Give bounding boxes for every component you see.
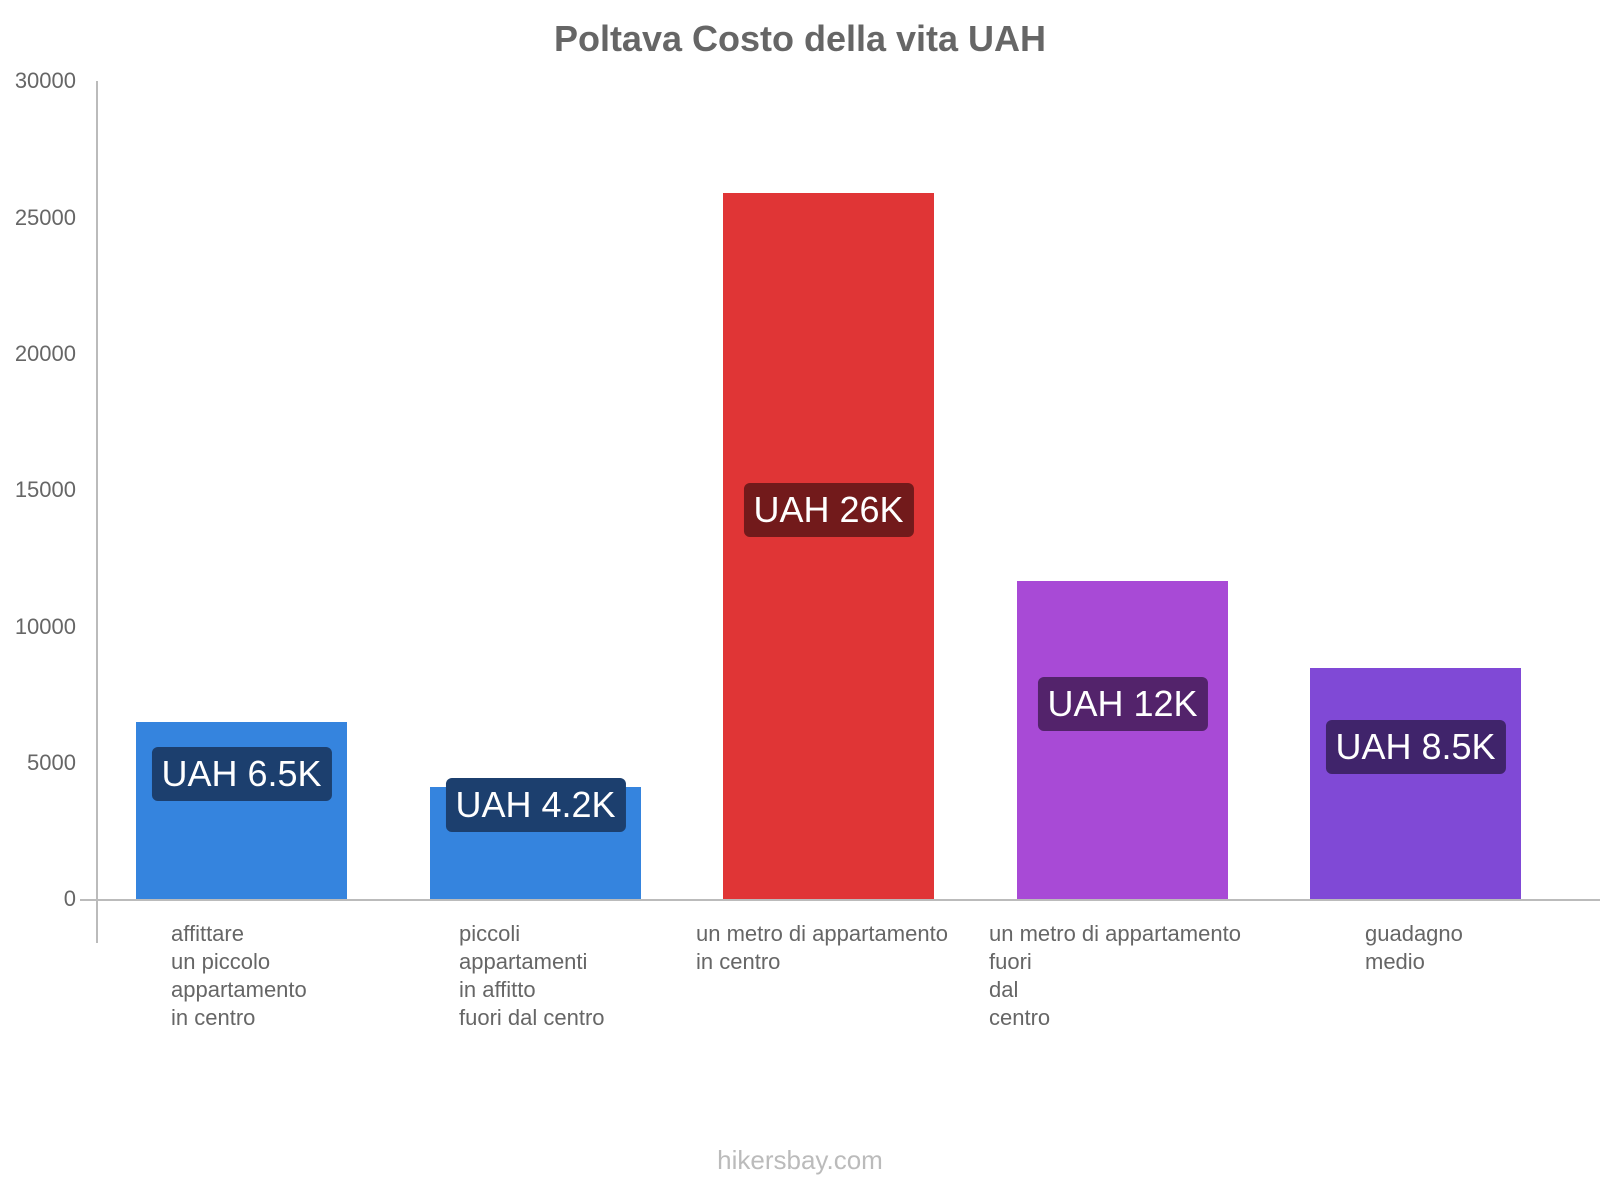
bar-value-label: UAH 26K xyxy=(743,483,914,537)
y-tick: 20000 xyxy=(14,341,76,366)
x-category-label: un metro di appartamento in centro xyxy=(696,921,948,974)
bar[interactable] xyxy=(1017,581,1228,899)
y-tick: 5000 xyxy=(27,750,76,775)
bar[interactable] xyxy=(1310,668,1521,899)
x-category-label: un metro di appartamento fuori dal centr… xyxy=(989,921,1241,1030)
y-tick: 25000 xyxy=(14,205,76,230)
y-zero-tick xyxy=(80,899,96,901)
bar-value-label: UAH 6.5K xyxy=(151,747,332,801)
x-category-label: piccoli appartamenti in affitto fuori da… xyxy=(459,921,605,1030)
chart-title: Poltava Costo della vita UAH xyxy=(553,18,1047,59)
y-tick: 0 xyxy=(63,886,76,911)
x-axis-line xyxy=(96,899,1600,901)
y-tick: 15000 xyxy=(14,477,76,502)
bar-value-label: UAH 4.2K xyxy=(445,778,626,832)
y-tick: 30000 xyxy=(14,68,76,93)
bar[interactable] xyxy=(723,193,934,899)
bar-value-label: UAH 8.5K xyxy=(1325,720,1506,774)
x-category-label: guadagno medio xyxy=(1365,921,1463,974)
y-axis-line xyxy=(96,81,98,943)
bar-value-label: UAH 12K xyxy=(1037,677,1208,731)
x-category-label: affittare un piccolo appartamento in cen… xyxy=(171,921,307,1030)
y-tick: 10000 xyxy=(14,614,76,639)
footer-watermark: hikersbay.com xyxy=(717,1145,883,1175)
